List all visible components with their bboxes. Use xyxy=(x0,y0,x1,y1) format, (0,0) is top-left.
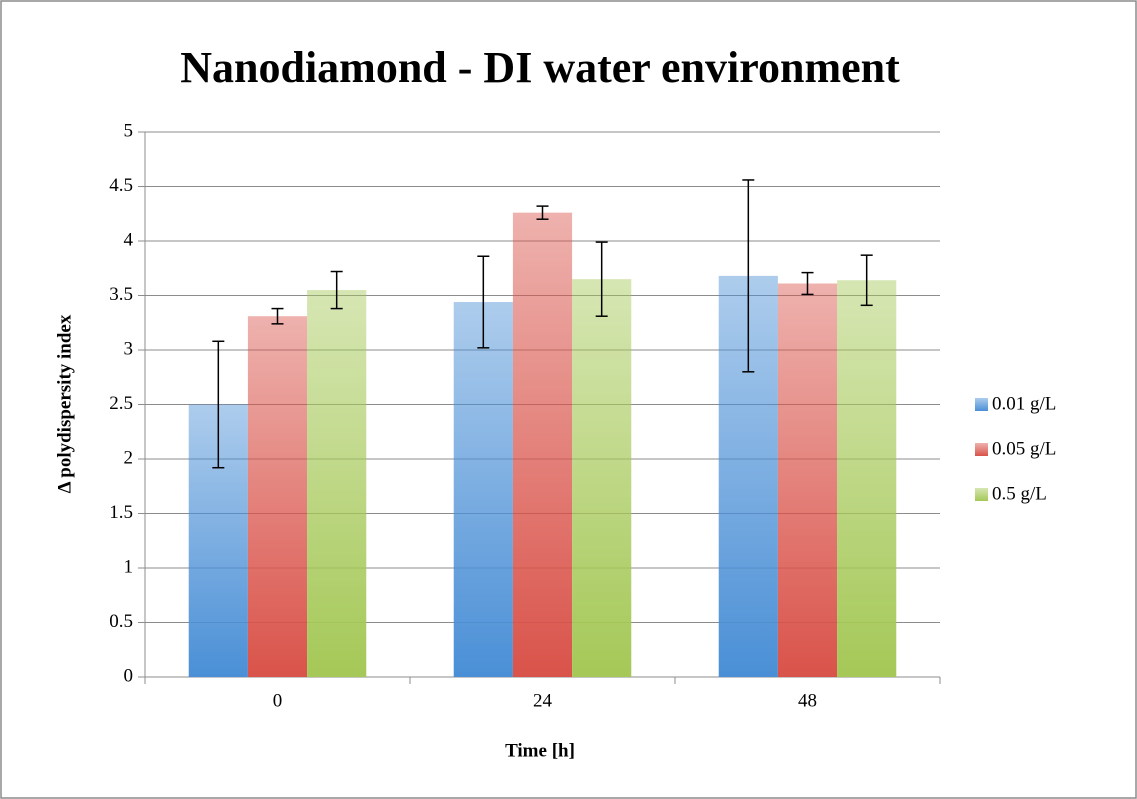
error-bar xyxy=(477,255,490,349)
error-bar xyxy=(742,179,755,373)
y-tick-label: 2 xyxy=(124,447,134,468)
bar xyxy=(777,283,838,677)
y-axis-title: Δ polydispersity index xyxy=(54,314,75,493)
y-tick-label: 1.5 xyxy=(109,502,133,523)
chart-title: Nanodiamond - DI water environment xyxy=(180,43,900,92)
error-bar xyxy=(330,270,343,310)
x-tick-label: 24 xyxy=(533,690,553,711)
x-tick-label: 48 xyxy=(798,690,817,711)
legend-label: 0.05 g/L xyxy=(992,438,1056,459)
bar xyxy=(572,279,632,677)
error-bar xyxy=(801,271,814,296)
y-tick-label: 0 xyxy=(124,665,134,686)
bar xyxy=(512,212,573,677)
bar xyxy=(247,316,308,677)
y-tick-label: 5 xyxy=(124,120,134,141)
legend-label: 0.5 g/L xyxy=(992,483,1047,504)
error-bar xyxy=(212,340,225,469)
y-tick-label: 4 xyxy=(124,229,134,250)
error-bar xyxy=(536,205,549,220)
legend-swatch xyxy=(975,398,988,411)
y-tick-label: 3 xyxy=(124,338,134,359)
bar xyxy=(453,302,513,677)
bar xyxy=(307,290,367,677)
y-tick-label: 4.5 xyxy=(109,175,133,196)
y-tick-label: 1 xyxy=(124,556,134,577)
y-tick-label: 2.5 xyxy=(109,393,133,414)
x-axis-title: Time [h] xyxy=(505,740,575,761)
error-bar xyxy=(271,307,284,325)
legend-label: 0.01 g/L xyxy=(992,393,1056,414)
legend-swatch xyxy=(975,443,988,456)
x-tick-label: 0 xyxy=(273,690,283,711)
y-tick-label: 0.5 xyxy=(109,611,133,632)
error-bar xyxy=(860,254,873,307)
y-tick-label: 3.5 xyxy=(109,284,133,305)
bar xyxy=(837,280,897,677)
legend-swatch xyxy=(975,488,988,501)
error-bar xyxy=(595,241,608,317)
